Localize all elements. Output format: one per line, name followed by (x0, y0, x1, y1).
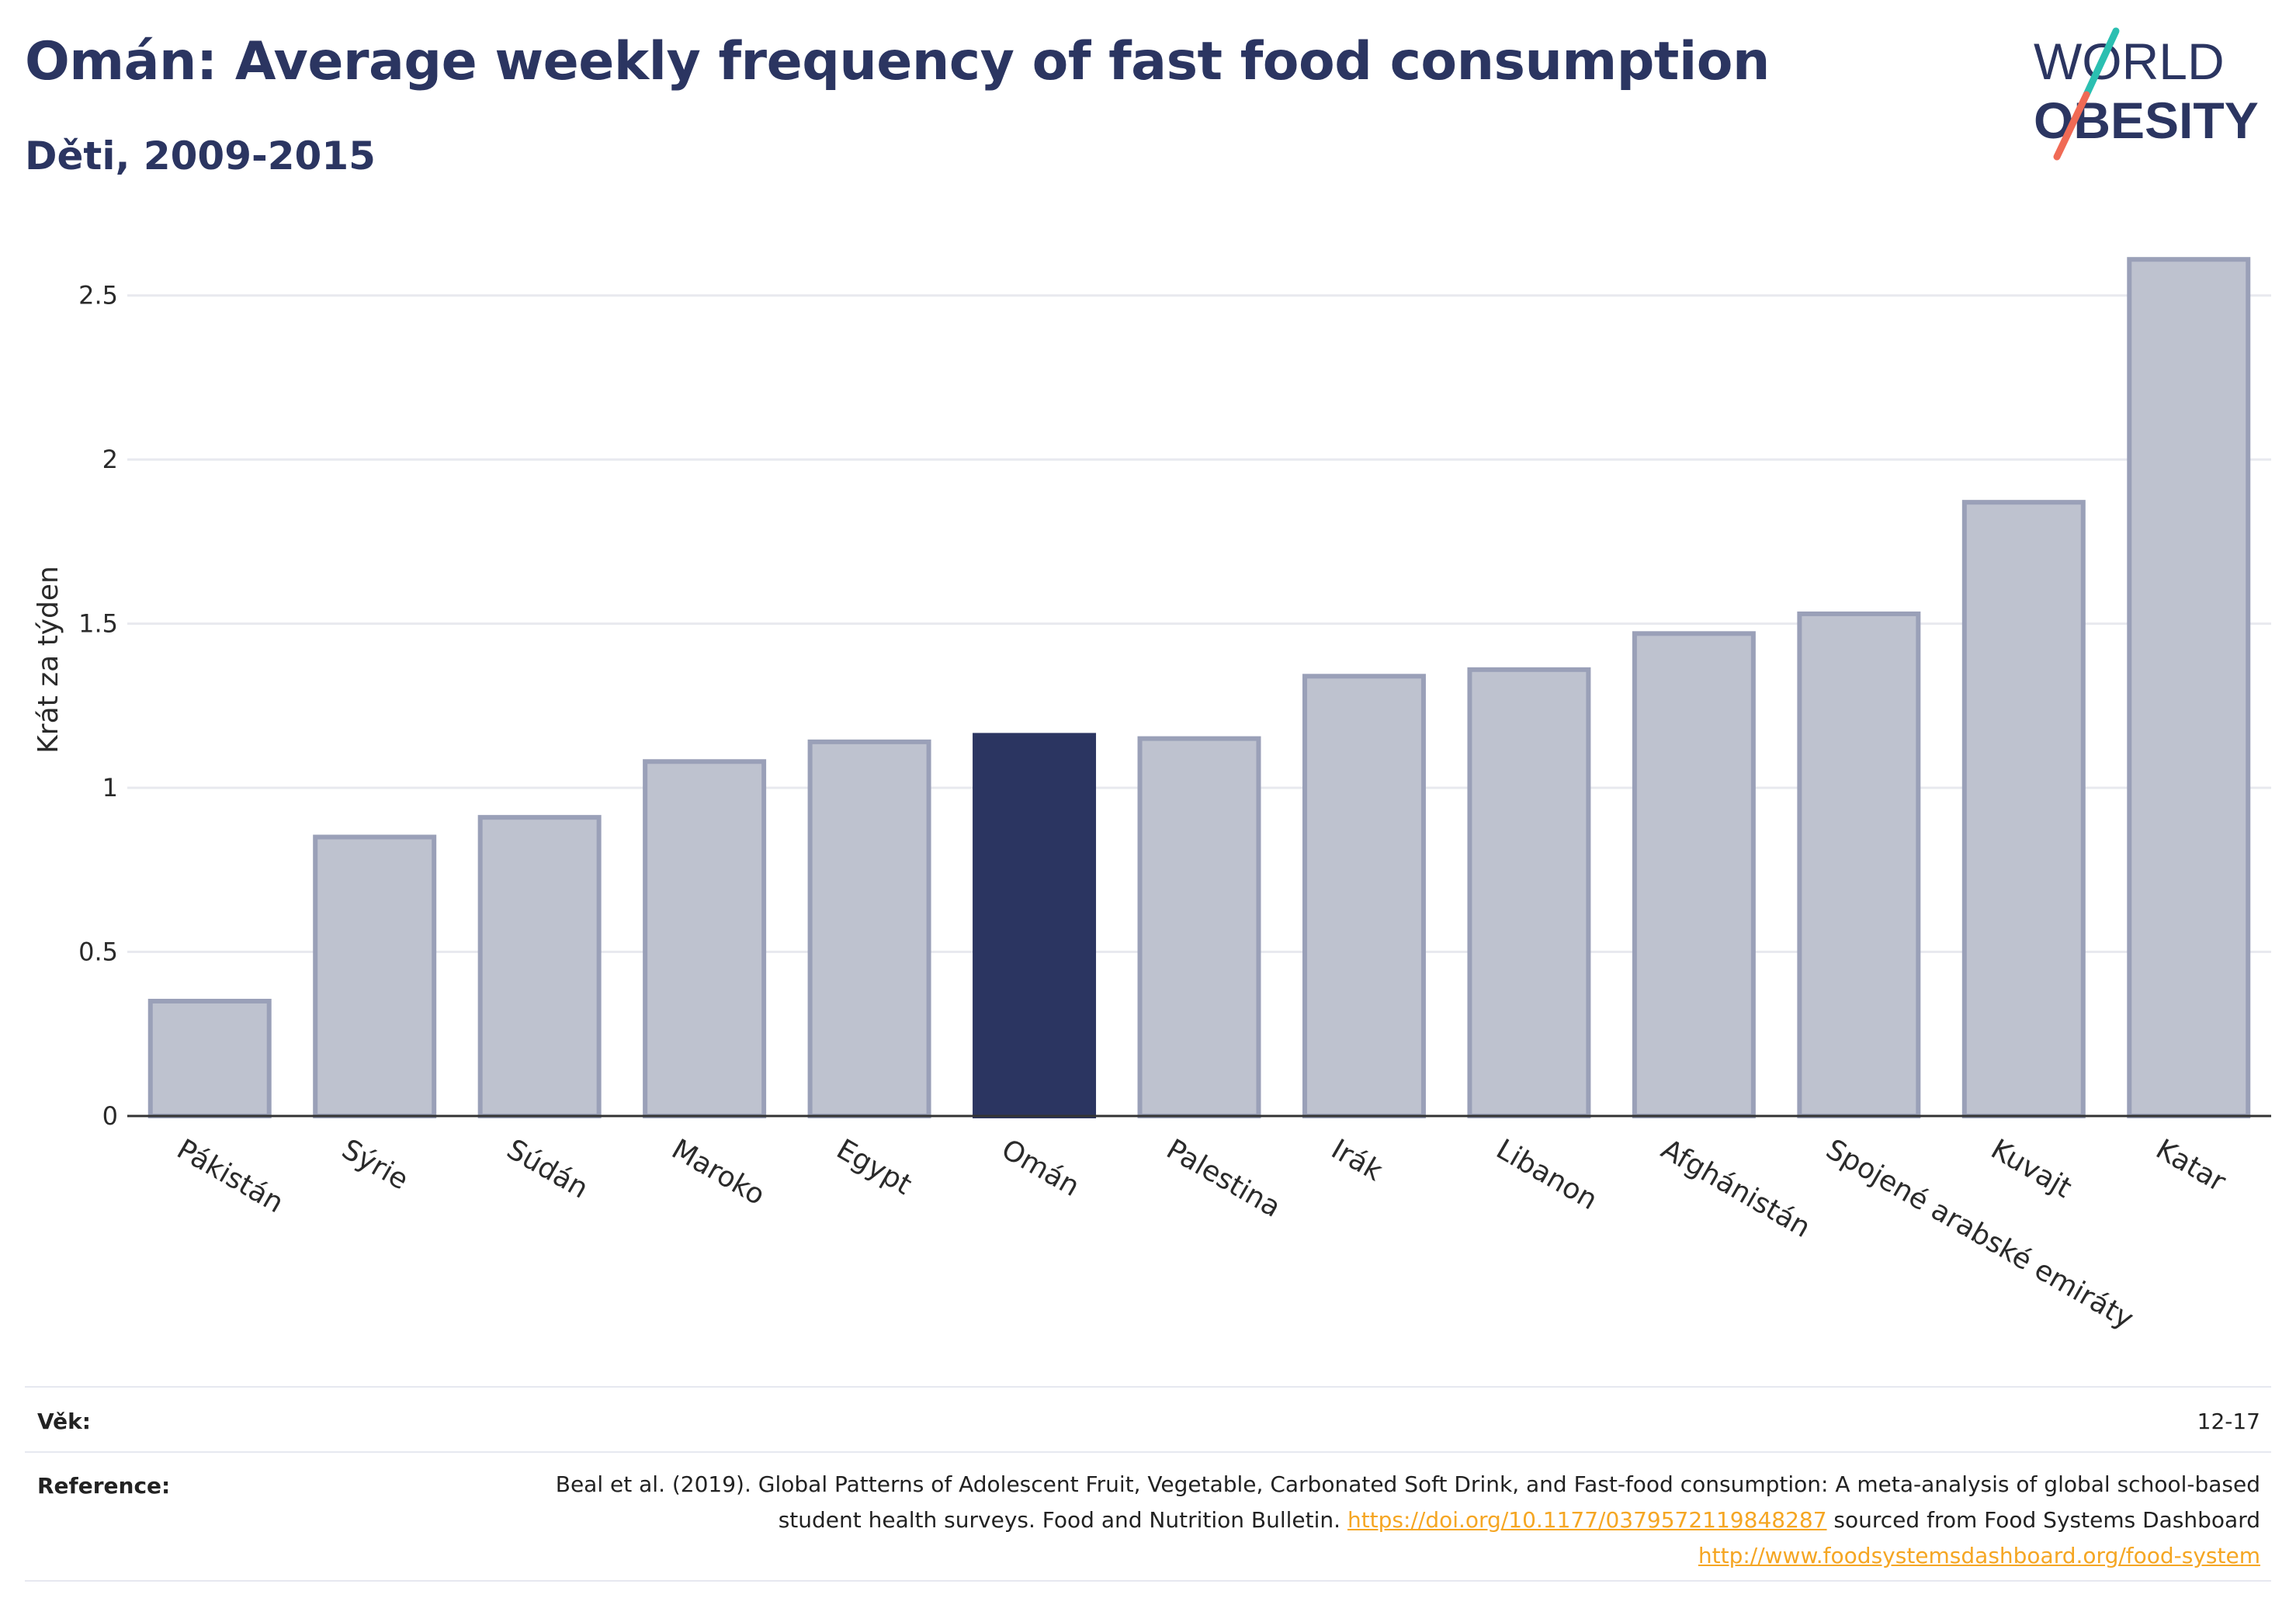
bar-egypt (807, 739, 931, 1118)
bar-sýrie (313, 834, 437, 1118)
x-category-label: Spojené arabské emiráty (1821, 1133, 2139, 1335)
reference-citation: Beal et al. (2019). Global Patterns of A… (555, 1471, 2260, 1533)
y-tick-label: 2 (102, 445, 118, 474)
x-category-label: Sýrie (336, 1133, 413, 1196)
x-category-label: Omán (996, 1133, 1084, 1203)
x-category-label: Súdán (501, 1133, 594, 1204)
age-value: 12-17 (2197, 1409, 2260, 1434)
x-category-label: Palestina (1161, 1133, 1286, 1224)
y-tick-labels: 0 0.5 1 1.5 2 2.5 (78, 281, 118, 1131)
x-category-label: Egypt (831, 1133, 917, 1201)
bar-palestina (1137, 736, 1261, 1118)
x-category-label: Irák (1326, 1133, 1388, 1187)
age-label: Věk: (37, 1409, 91, 1434)
bar-chart: 0 0.5 1 1.5 2 2.5 Pákistán Sýrie Súdán Maroko Egy… (33, 257, 2271, 1336)
x-category-labels: Pákistán Sýrie Súdán Maroko Egypt Omán Palesti… (172, 1133, 2231, 1335)
bar-kuvajt (1961, 500, 2086, 1118)
logo-word-world: WORLD (2034, 33, 2225, 90)
x-category-label: Maroko (666, 1133, 770, 1211)
bar-libanon (1467, 667, 1591, 1118)
bars (147, 257, 2251, 1119)
footer-divider-top (25, 1386, 2271, 1388)
bar-pákistán (147, 998, 272, 1118)
logo-slash-coral (2053, 91, 2090, 161)
bar-maroko (643, 759, 767, 1118)
chart-subtitle: Děti, 2009-2015 (25, 133, 376, 178)
x-category-label: Libanon (1491, 1133, 1603, 1216)
x-category-label: Pákistán (172, 1133, 289, 1219)
y-tick-label: 0.5 (78, 938, 118, 967)
x-category-label: Afghánistán (1656, 1133, 1816, 1244)
doi-link[interactable]: https://doi.org/10.1177/0379572119848287 (1347, 1507, 1827, 1533)
reference-text: Beal et al. (2019). Global Patterns of A… (553, 1467, 2260, 1574)
footer-divider-bottom (25, 1580, 2271, 1582)
bar-katar (2127, 257, 2251, 1118)
reference-label: Reference: (37, 1473, 171, 1499)
x-category-label: Kuvajt (1986, 1133, 2077, 1204)
bar-irák (1302, 674, 1426, 1118)
world-obesity-logo: WORLD OBESITY (2034, 27, 2259, 161)
logo-slash-teal (2083, 27, 2120, 99)
chart-title: Omán: Average weekly frequency of fast f… (25, 31, 1770, 92)
y-tick-label: 1 (102, 773, 118, 802)
x-category-label: Katar (2150, 1133, 2231, 1198)
footer-divider-mid (25, 1451, 2271, 1453)
dashboard-link[interactable]: http://www.foodsystemsdashboard.org/food… (1698, 1543, 2260, 1568)
bar-súdán (477, 815, 602, 1118)
y-axis-title: Krát za týden (33, 566, 64, 754)
bar-afghánistán (1632, 631, 1756, 1118)
y-tick-label: 2.5 (78, 281, 118, 310)
y-tick-label: 0 (102, 1101, 118, 1131)
bar-omán (973, 733, 1097, 1119)
bar-spojené-arabské-emiráty (1797, 611, 1921, 1118)
y-tick-label: 1.5 (78, 609, 118, 639)
reference-source: sourced from Food Systems Dashboard (1833, 1507, 2260, 1533)
